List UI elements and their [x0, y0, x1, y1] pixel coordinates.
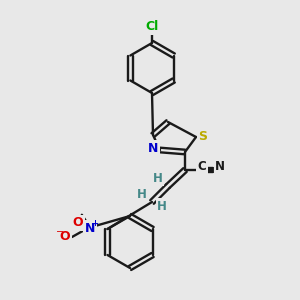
Text: H: H: [153, 172, 163, 184]
Text: −: −: [56, 227, 64, 237]
Text: C: C: [198, 160, 206, 173]
Text: O: O: [60, 230, 70, 244]
Text: H: H: [137, 188, 147, 200]
Text: O: O: [73, 217, 83, 230]
Text: Cl: Cl: [146, 20, 159, 34]
Text: N: N: [148, 142, 158, 154]
Text: +: +: [92, 218, 98, 227]
Text: S: S: [199, 130, 208, 143]
Text: H: H: [157, 200, 167, 212]
Text: N: N: [85, 221, 95, 235]
Text: N: N: [215, 160, 225, 173]
